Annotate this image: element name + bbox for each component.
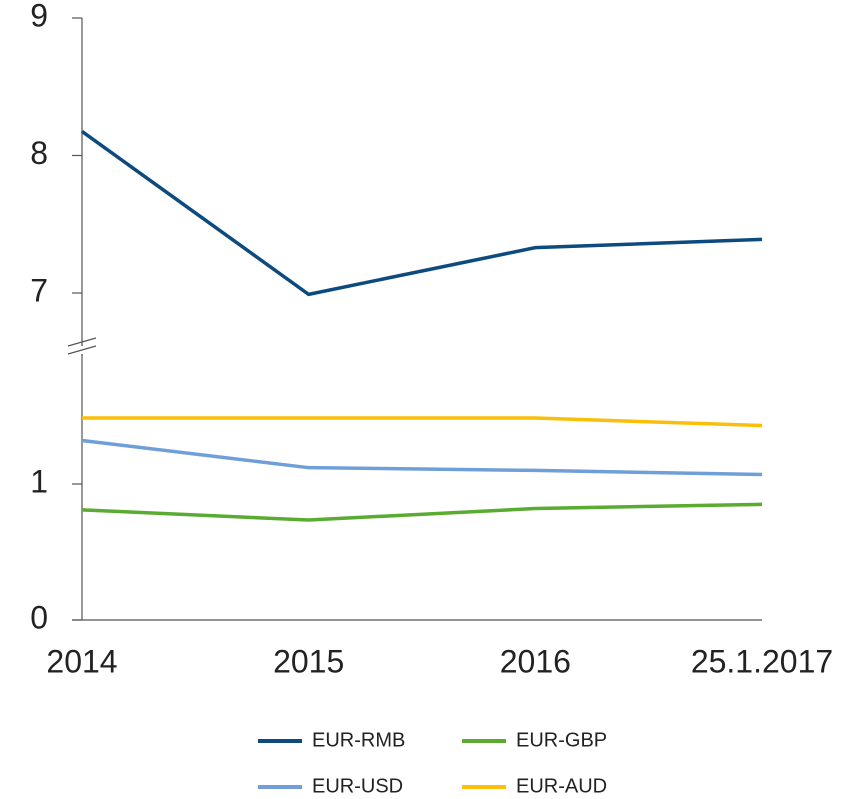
series-line (81, 502, 763, 522)
y-tick-label: 7 (30, 272, 48, 308)
legend-label: EUR-RMB (312, 729, 405, 751)
axis-break (67, 337, 97, 347)
x-tick-label: 2016 (500, 643, 571, 679)
x-tick-label: 2015 (273, 643, 344, 679)
series-line (81, 438, 763, 477)
y-tick-label: 0 (30, 599, 48, 635)
axis-break (67, 345, 97, 355)
y-tick-label: 9 (30, 0, 48, 33)
y-tick-label: 1 (30, 463, 48, 499)
series-line (80, 130, 763, 297)
series-line (82, 416, 763, 428)
legend-label: EUR-AUD (516, 775, 607, 797)
x-tick-label: 2014 (46, 643, 117, 679)
x-tick-label: 25.1.2017 (691, 643, 833, 679)
y-tick-label: 8 (30, 135, 48, 171)
legend-label: EUR-GBP (516, 729, 607, 751)
legend-label: EUR-USD (312, 775, 403, 797)
